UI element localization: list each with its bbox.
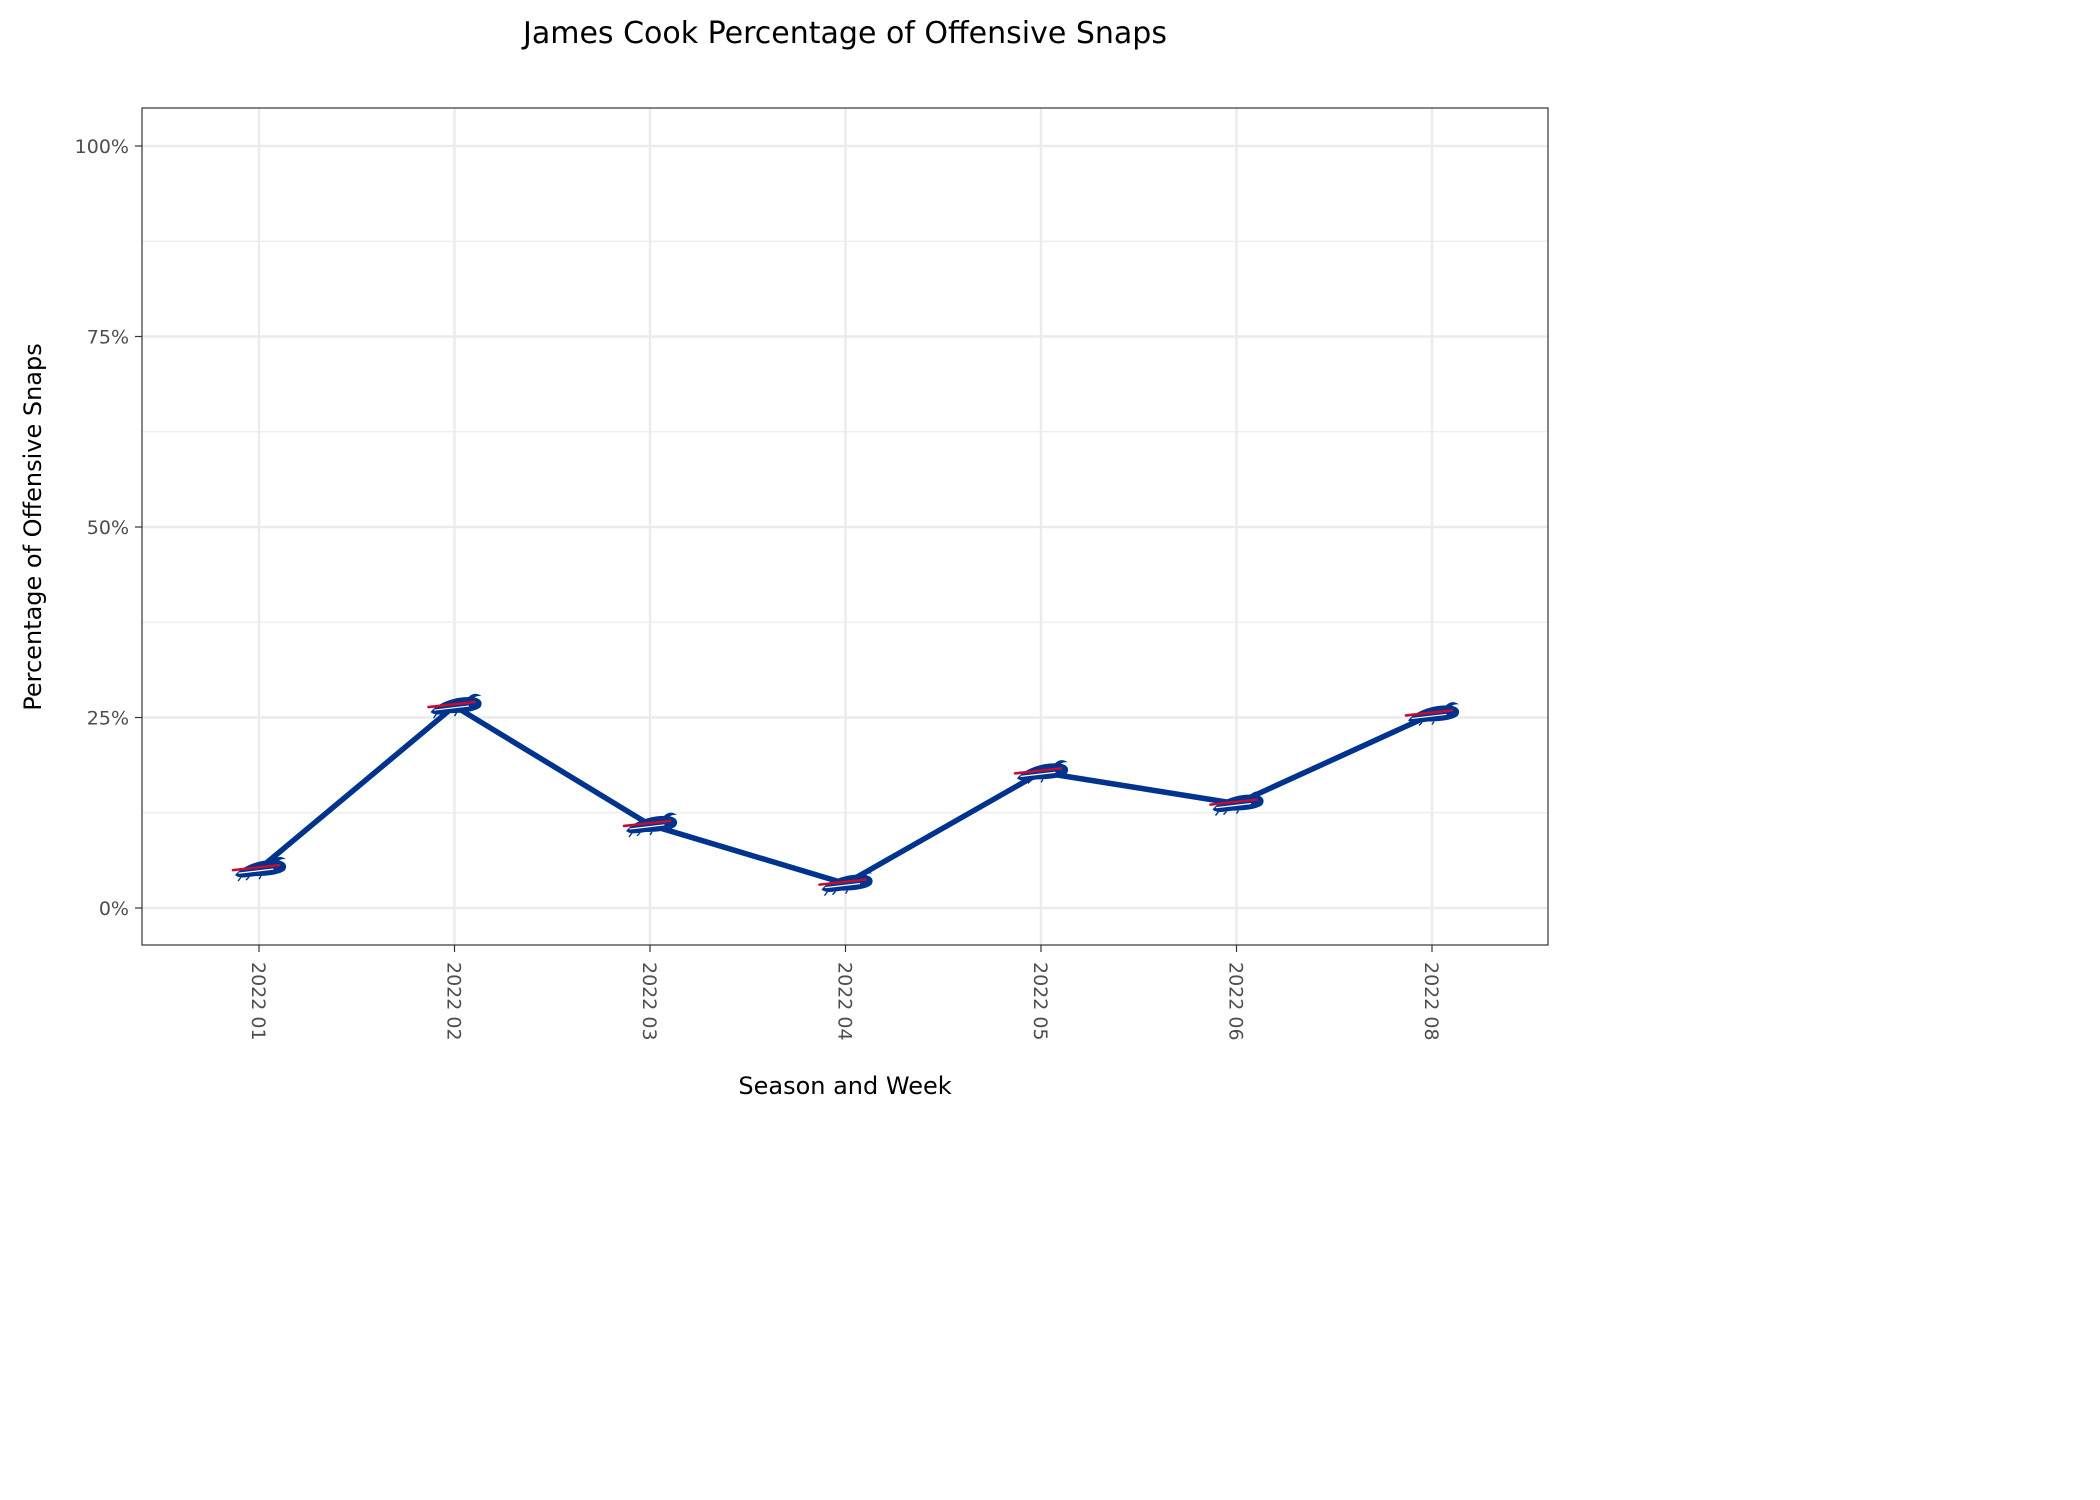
logo-legs bbox=[1410, 721, 1435, 727]
logo-red-streak bbox=[1013, 767, 1063, 775]
x-tick-label: 2022 08 bbox=[1420, 962, 1442, 1041]
grid-lines bbox=[142, 108, 1548, 945]
data-point-buffalo-bills-logo-icon bbox=[1209, 791, 1264, 817]
y-tick-label: 0% bbox=[99, 898, 129, 920]
logo-body-shape bbox=[821, 874, 873, 893]
logo-legs bbox=[432, 712, 458, 719]
logo-red-streak bbox=[818, 878, 867, 886]
logo-white-highlight bbox=[824, 883, 861, 889]
logo-white-highlight bbox=[238, 868, 274, 874]
logo-body-shape bbox=[1212, 794, 1264, 812]
logo-legs bbox=[628, 831, 653, 838]
logo-horn-shape bbox=[468, 693, 482, 700]
x-axis-title: Season and Week bbox=[738, 1072, 951, 1100]
logo-horn-shape bbox=[1055, 760, 1068, 766]
logo-horn-shape bbox=[664, 812, 677, 818]
logo-body-shape bbox=[626, 815, 678, 834]
logo-legs bbox=[237, 875, 262, 882]
logo-legs bbox=[823, 890, 849, 897]
logo-white-highlight bbox=[1411, 713, 1447, 720]
data-point-buffalo-bills-logo-icon bbox=[427, 693, 482, 719]
data-point-buffalo-bills-logo-icon bbox=[622, 812, 678, 838]
data-point-buffalo-bills-logo-icon bbox=[1404, 702, 1460, 727]
logo-white-highlight bbox=[433, 705, 470, 711]
logo-red-streak bbox=[1404, 709, 1454, 717]
x-tick-label: 2022 06 bbox=[1225, 962, 1247, 1041]
logo-red-streak bbox=[231, 863, 281, 872]
y-tick-label: 50% bbox=[87, 517, 129, 539]
logo-red-streak bbox=[1209, 798, 1258, 806]
y-tick-label: 75% bbox=[87, 327, 129, 349]
logo-horn-shape bbox=[273, 856, 286, 863]
x-tick-label: 2022 01 bbox=[247, 962, 269, 1041]
x-tick-label: 2022 02 bbox=[443, 962, 465, 1041]
chart: James Cook Percentage of Offensive Snaps… bbox=[19, 16, 1549, 1100]
logo-legs bbox=[1214, 810, 1240, 817]
logo-white-highlight bbox=[1215, 803, 1252, 809]
logo-white-highlight bbox=[629, 824, 665, 830]
logo-body-shape bbox=[1408, 705, 1460, 723]
logo-white-highlight bbox=[1020, 771, 1056, 777]
logo-body-shape bbox=[235, 860, 287, 878]
data-point-buffalo-bills-logo-icon bbox=[1013, 760, 1069, 785]
chart-title: James Cook Percentage of Offensive Snaps bbox=[521, 16, 1167, 51]
axes: 0% 25% 50% 75% 100% 2022 01 2022 02 2022 03 2022… bbox=[75, 136, 1442, 1041]
logo-horn-shape bbox=[1446, 702, 1459, 708]
logo-red-streak bbox=[427, 700, 476, 709]
data-point-buffalo-bills-logo-icon bbox=[231, 856, 287, 882]
logo-body-shape bbox=[430, 696, 482, 715]
data-marker-layer bbox=[231, 693, 1460, 897]
x-tick-label: 2022 03 bbox=[638, 962, 660, 1041]
x-tick-label: 2022 04 bbox=[834, 962, 856, 1041]
y-axis-title: Percentage of Offensive Snaps bbox=[19, 343, 47, 710]
logo-legs bbox=[1019, 778, 1044, 785]
logo-body-shape bbox=[1017, 763, 1069, 781]
logo-red-streak bbox=[622, 819, 672, 828]
y-tick-label: 100% bbox=[75, 136, 129, 158]
x-tick-label: 2022 05 bbox=[1029, 962, 1051, 1041]
logo-horn-shape bbox=[1250, 791, 1264, 797]
data-point-buffalo-bills-logo-icon bbox=[818, 871, 873, 897]
y-tick-label: 25% bbox=[87, 708, 129, 730]
logo-horn-shape bbox=[859, 871, 873, 877]
